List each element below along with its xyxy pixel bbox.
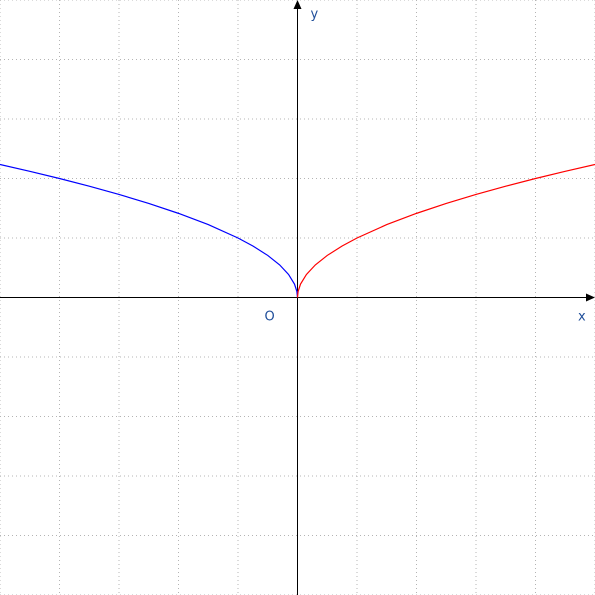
y-axis-label: y xyxy=(311,7,319,22)
x-axis-label: x xyxy=(578,310,586,325)
y-axis-arrowhead xyxy=(293,0,302,9)
series-2-curve xyxy=(296,163,595,298)
curves xyxy=(0,163,595,298)
x-axis-arrowhead xyxy=(586,293,595,302)
series-1-curve xyxy=(0,163,299,298)
origin-label: O xyxy=(265,310,275,325)
